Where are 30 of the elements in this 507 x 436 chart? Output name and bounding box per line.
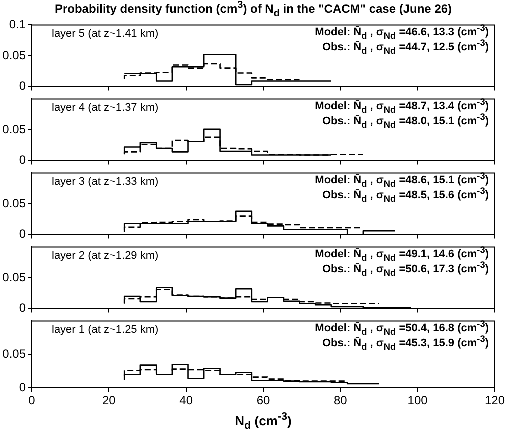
annotation: Obs.: N̄$_{d}$ , σ$_{Nd}$ =44.7, 12.5 (cm$^{-3}$)	[322, 38, 489, 56]
y-tick-label: 0.05	[2, 196, 26, 210]
y-tick-label: 0	[19, 301, 26, 316]
y-tick-label: 0.05	[2, 48, 26, 62]
y-tick-label: 0.05	[2, 270, 26, 284]
y-tick-label: 0	[19, 227, 26, 242]
annotation: Obs.: N̄$_{d}$ , σ$_{Nd}$ =45.3, 15.9 (cm$^{-3}$)	[322, 334, 489, 352]
annotation: layer 3 (at z~1.33 km)	[52, 176, 159, 188]
x-tick-label: 40	[180, 394, 194, 408]
y-tick-label: 0	[19, 153, 26, 168]
x-tick-label: 100	[408, 394, 428, 408]
annotation: Obs.: N̄$_{d}$ , σ$_{Nd}$ =48.0, 15.1 (cm$^{-3}$)	[322, 112, 489, 130]
y-tick-label: 0.05	[2, 122, 26, 136]
annotation: layer 2 (at z~1.29 km)	[52, 250, 159, 262]
y-tick-label: 0.05	[2, 346, 26, 361]
annotation: layer 4 (at z~1.37 km)	[52, 102, 159, 114]
x-tick-label: 0	[28, 394, 36, 408]
annotation: Obs.: N̄$_{d}$ , σ$_{Nd}$ =48.5, 15.6 (cm$^{-3}$)	[322, 186, 489, 204]
x-tick-label: 120	[484, 394, 506, 408]
x-tick-label: 80	[334, 394, 348, 408]
x-tick-label: 20	[102, 394, 116, 408]
y-tick-label: 0	[19, 79, 26, 94]
x-tick-label: 60	[256, 394, 270, 408]
annotation: layer 5 (at z~1.41 km)	[52, 28, 159, 40]
x-axis-title: N$_{d}$ (cm$^{-3}$)	[234, 411, 293, 432]
annotation: layer 1 (at z~1.25 km)	[52, 324, 159, 336]
y-tick-label: 0.1	[9, 18, 26, 32]
chart-title: Probability density function (cm$^{3}$) of N$_{d}$ in the "CACM" case (June 26)	[54, 0, 454, 20]
y-tick-label: 0	[19, 380, 26, 394]
annotation: Obs.: N̄$_{d}$ , σ$_{Nd}$ =50.6, 17.3 (cm$^{-3}$)	[322, 260, 489, 278]
